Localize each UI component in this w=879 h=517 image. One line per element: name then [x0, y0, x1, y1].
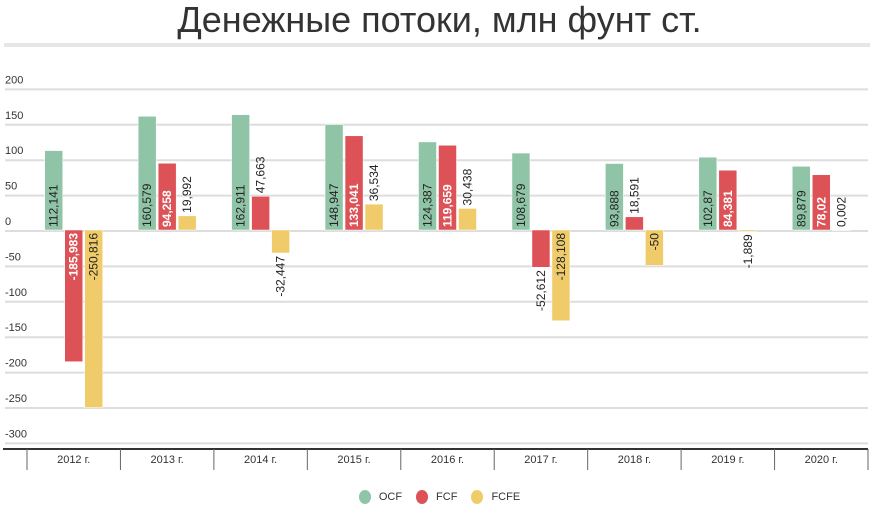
y-tick-label: 200	[5, 74, 23, 86]
data-label: 124,387	[421, 183, 435, 227]
y-tick-label: -250	[5, 393, 27, 405]
y-tick-label: 50	[5, 181, 17, 193]
bar-fcf	[344, 135, 364, 231]
legend-label-ocf: OCF	[378, 491, 403, 503]
title-divider	[4, 43, 870, 47]
chart-title: Денежные потоки, млн фунт ст.	[177, 0, 702, 40]
x-tick-label: 2013 г.	[151, 454, 184, 466]
data-label: -52,612	[534, 270, 548, 311]
legend-swatch-ocf	[358, 490, 371, 504]
legend-swatch-fcfe	[471, 490, 484, 504]
data-label: 84,381	[721, 190, 735, 227]
bar-ocf	[418, 141, 437, 231]
data-label: 47,663	[254, 156, 268, 193]
bar-fcfe	[458, 208, 477, 231]
bar-fcf	[438, 145, 457, 231]
data-label: -1,889	[741, 234, 755, 268]
data-label: 160,579	[140, 183, 154, 227]
data-label: 78,02	[814, 197, 828, 227]
data-label: 19,992	[180, 176, 194, 213]
bar-fcf	[251, 196, 270, 231]
data-label: 0,002	[834, 197, 848, 227]
chart-area: 200 150 100 50 0 -50 -100 -150 -200 -250 -300 2012 …	[3, 74, 869, 470]
data-label: -50	[647, 233, 661, 251]
bar-fcfe	[177, 215, 197, 231]
bar-ocf	[231, 114, 250, 231]
x-tick-label: 2015 г.	[337, 454, 370, 466]
legend-swatch-fcf	[416, 490, 429, 504]
bar-fcfe	[738, 229, 758, 232]
data-label: 148,947	[327, 183, 341, 227]
legend: OCF FCF FCFE	[0, 490, 879, 504]
x-tick-label: 2016 г.	[431, 454, 464, 466]
data-label: 30,438	[461, 168, 475, 205]
legend-item-fcfe[interactable]: FCFE	[471, 490, 520, 504]
y-tick-label: -300	[5, 428, 27, 440]
bar-ocf	[511, 152, 531, 231]
y-tick-label: -150	[5, 322, 27, 334]
data-label: 94,258	[160, 190, 174, 227]
y-tick-label: -50	[5, 251, 21, 263]
y-tick-label: -100	[5, 287, 27, 299]
bar-fcfe	[832, 229, 851, 231]
data-label: 36,534	[367, 164, 381, 201]
bar-fcf	[157, 163, 177, 231]
bar-fcf	[812, 174, 831, 231]
bar-fcfe	[645, 229, 664, 266]
x-tick-label: 2018 г.	[618, 454, 651, 466]
bar-fcf	[625, 216, 644, 231]
data-label: 119,659	[441, 184, 455, 227]
data-label: 89,879	[794, 190, 808, 227]
y-tick-label: -200	[5, 358, 27, 370]
data-label: -185,983	[67, 233, 81, 281]
x-tick-label: 2020 г.	[805, 454, 838, 466]
bar-ocf	[792, 166, 811, 231]
legend-label-fcfe: FCFE	[491, 491, 521, 503]
x-tick-label: 2017 г.	[524, 454, 557, 466]
legend-item-ocf[interactable]: OCF	[358, 490, 403, 504]
data-label: -128,108	[554, 233, 568, 281]
bar-ocf	[605, 163, 624, 231]
data-label: 93,888	[607, 190, 621, 227]
legend-item-fcf[interactable]: FCF	[416, 490, 457, 504]
bar-fcf	[531, 229, 551, 268]
data-label: -250,816	[87, 233, 101, 281]
x-tick-label: 2019 г.	[711, 454, 744, 466]
bar-ocf	[698, 156, 718, 231]
legend-label-fcf: FCF	[436, 491, 458, 503]
bar-fcf	[718, 170, 738, 231]
bar-fcfe	[271, 229, 290, 254]
y-tick-label: 150	[5, 110, 23, 122]
bar-ocf	[44, 150, 63, 231]
x-tick-label: 2014 г.	[244, 454, 277, 466]
bar-ocf	[137, 116, 157, 231]
bar-fcfe	[84, 229, 103, 408]
data-label: 162,911	[234, 184, 248, 227]
data-label: -32,447	[274, 256, 288, 297]
bar-fcfe	[551, 229, 571, 321]
bar-ocf	[324, 124, 344, 231]
bar-fcf	[64, 229, 83, 362]
data-label: 133,041	[347, 183, 361, 227]
bar-fcfe	[364, 203, 384, 231]
y-tick-label: 100	[5, 145, 23, 157]
y-tick-label: 0	[5, 216, 11, 228]
x-tick-label: 2012 г.	[57, 454, 90, 466]
data-label: 108,679	[514, 183, 528, 227]
data-label: 18,591	[627, 177, 641, 214]
data-label: 102,87	[701, 190, 715, 227]
data-label: 112,141	[47, 184, 61, 227]
